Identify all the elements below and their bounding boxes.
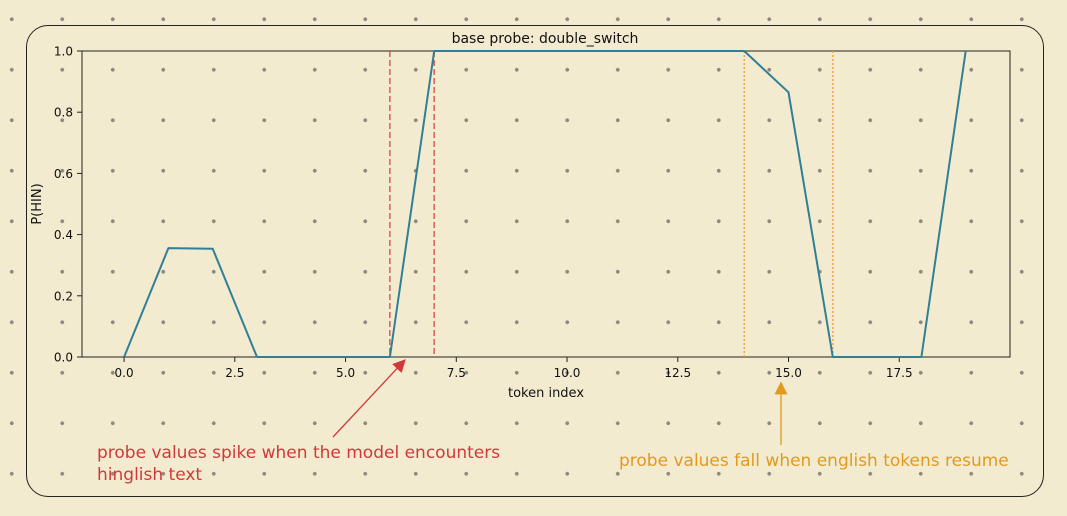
x-tick-label: 15.0 (775, 366, 802, 380)
plot-area (81, 50, 1011, 358)
y-tick-label: 0.0 (54, 351, 73, 365)
x-tick-label: 0.0 (115, 366, 134, 380)
y-tick-label: 0.6 (54, 167, 73, 181)
x-tick-label: 17.5 (886, 366, 913, 380)
annotation-fall: probe values fall when english tokens re… (619, 451, 1009, 471)
reference-lines (389, 51, 834, 357)
y-axis-ticks: 0.0 0.2 0.4 0.6 0.8 1.0 (54, 45, 82, 365)
x-tick-label: 5.0 (336, 366, 355, 380)
chart-frame (26, 25, 1044, 497)
series-line (123, 50, 967, 358)
chart-title: base probe: double_switch (452, 31, 639, 47)
annotation-spike-line2: hinglish text (97, 465, 203, 485)
x-axis-label: token index (508, 386, 584, 401)
series-lines (123, 50, 967, 358)
x-axis-ticks: 0.0 2.5 5.0 7.5 10.0 12.5 15.0 17.5 (115, 357, 913, 380)
annotation-spike: probe values spike when the model encoun… (97, 442, 500, 486)
x-tick-label: 7.5 (447, 366, 466, 380)
x-tick-label: 2.5 (225, 366, 244, 380)
x-tick-label: 12.5 (664, 366, 691, 380)
y-tick-label: 0.4 (54, 228, 73, 242)
y-axis-label: P(HIN) (30, 183, 45, 224)
annotation-spike-line1: probe values spike when the model encoun… (97, 443, 501, 463)
y-tick-label: 0.2 (54, 289, 73, 303)
x-tick-label: 10.0 (554, 366, 581, 380)
y-tick-label: 1.0 (54, 45, 73, 59)
y-tick-label: 0.8 (54, 106, 73, 120)
annotation-arrow-red (332, 359, 406, 438)
